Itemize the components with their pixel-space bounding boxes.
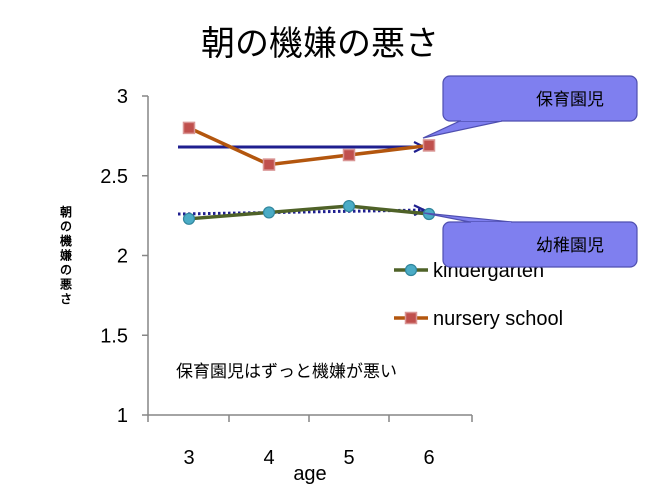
x-tick-label: 4 <box>263 447 274 469</box>
y-tick-label: 1.5 <box>100 325 128 347</box>
series-line <box>188 204 430 221</box>
data-point <box>342 199 356 213</box>
series <box>182 121 436 225</box>
y-axis-label: 朝の機嫌の悪さ <box>59 204 72 306</box>
series-kindergarten <box>182 199 436 225</box>
annotation-text: 保育園児はずっと機嫌が悪い <box>176 362 397 382</box>
data-point <box>182 212 196 225</box>
data-point <box>182 121 196 135</box>
callout-box <box>442 221 638 268</box>
callout-pointer <box>422 120 503 139</box>
y-tick-label: 3 <box>117 86 128 108</box>
data-point <box>422 139 436 152</box>
x-axis-label: age <box>293 463 326 485</box>
series-line <box>188 126 430 167</box>
y-ticks: 1 1.5 2 2.5 3 <box>100 86 148 427</box>
x-tick-label: 3 <box>183 447 194 469</box>
series-nursery-school <box>182 121 436 171</box>
trend-lines <box>177 147 424 214</box>
legend-label: nursery school <box>433 308 563 330</box>
x-tick-label: 5 <box>343 447 354 469</box>
data-point <box>262 206 276 219</box>
y-tick-label: 2.5 <box>100 166 128 188</box>
y-tick-label: 1 <box>117 405 128 427</box>
legend-marker <box>404 263 418 277</box>
data-point <box>342 148 356 162</box>
chart-title: 朝の機嫌の悪さ <box>201 24 439 64</box>
callout: 保育園児 <box>422 75 638 139</box>
callout-label: 幼稚園児 <box>536 236 604 256</box>
data-point <box>262 158 276 171</box>
callout-pointer <box>423 212 513 223</box>
callout-label: 保育園児 <box>536 90 604 110</box>
y-tick-label: 2 <box>117 246 128 268</box>
x-ticks: 3 4 5 6 <box>147 415 473 469</box>
legend-marker <box>404 311 418 325</box>
x-tick-label: 6 <box>423 447 434 469</box>
callout: 幼稚園児 <box>423 212 638 268</box>
callout-box <box>442 75 638 122</box>
